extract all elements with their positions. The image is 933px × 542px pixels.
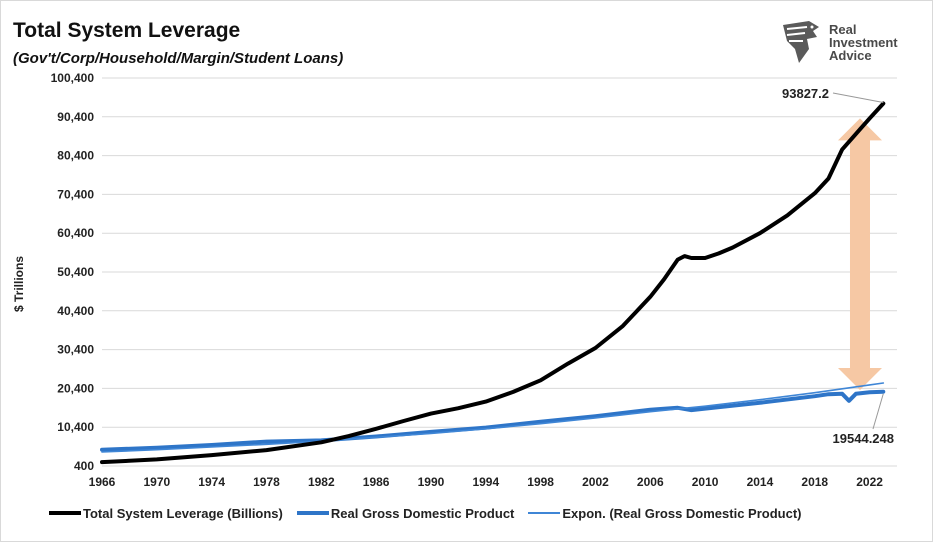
y-axis-label: $ Trillions <box>12 256 26 312</box>
y-tick-label: 10,400 <box>57 420 94 434</box>
legend-item-trend: Expon. (Real Gross Domestic Product) <box>528 506 801 521</box>
y-tick-label: 100,400 <box>51 71 95 85</box>
legend-swatch-leverage <box>49 511 81 515</box>
x-tick-label: 1986 <box>363 475 390 489</box>
y-tick-label: 60,400 <box>57 226 94 240</box>
legend-label-gdp: Real Gross Domestic Product <box>330 505 515 521</box>
x-tick-label: 1990 <box>418 475 445 489</box>
legend-item-gdp: Real Gross Domestic Product <box>296 505 515 521</box>
chart-title: Total System Leverage <box>13 19 241 42</box>
x-tick-label: 1970 <box>143 475 170 489</box>
x-tick-label: 1966 <box>89 475 116 489</box>
series-line-total-system-leverage <box>100 101 886 465</box>
legend-label-leverage: Total System Leverage (Billions) <box>83 505 283 521</box>
y-tick-label: 50,400 <box>57 265 94 279</box>
gdp-label-leader <box>872 393 884 430</box>
eagle-head-icon <box>783 21 819 63</box>
x-tick-label: 1978 <box>253 475 280 489</box>
legend-swatch-trend <box>528 512 561 514</box>
gdp-end-value-label: 19544.248 <box>833 431 894 446</box>
legend-item-leverage: Total System Leverage (Billions) <box>49 506 283 521</box>
x-tick-label: 2010 <box>692 475 719 489</box>
x-tick-label: 2022 <box>856 475 883 489</box>
x-tick-label: 1982 <box>308 475 335 489</box>
y-tick-label: 400 <box>74 459 94 473</box>
legend: Total System Leverage (Billions) Real Gr… <box>49 504 801 522</box>
x-tick-label: 2006 <box>637 475 664 489</box>
series-line-gdp-exponential-trend <box>101 382 885 453</box>
leverage-label-leader <box>832 92 884 103</box>
gap-double-arrow <box>837 118 882 390</box>
logo-line-1: Real <box>829 22 857 37</box>
legend-label-trend: Expon. (Real Gross Domestic Product) <box>562 505 802 521</box>
x-tick-label: 2018 <box>801 475 828 489</box>
logo: Real Investment Advice <box>779 19 919 69</box>
x-tick-label: 2014 <box>747 475 774 489</box>
leverage-end-value-label: 93827.2 <box>782 86 829 101</box>
x-tick-label: 1994 <box>472 475 499 489</box>
y-tick-label: 30,400 <box>57 343 94 357</box>
series-line-real-gdp <box>100 389 886 452</box>
x-tick-label: 1998 <box>527 475 554 489</box>
x-tick-label: 1974 <box>198 475 225 489</box>
chart-plot: 100,400 90,400 80,400 70,400 60,400 50,400 40,… <box>12 71 897 489</box>
y-tick-label: 70,400 <box>57 187 94 201</box>
chart-subtitle: (Gov't/Corp/Household/Margin/Student Loa… <box>13 50 344 67</box>
y-tick-label: 40,400 <box>57 304 94 318</box>
logo-line-3: Advice <box>829 48 872 63</box>
y-tick-label: 20,400 <box>57 381 94 395</box>
legend-swatch-gdp <box>296 511 329 515</box>
logo-text: Real Investment Advice <box>829 23 898 62</box>
logo-line-2: Investment <box>829 35 898 50</box>
y-tick-label: 90,400 <box>57 110 94 124</box>
x-tick-label: 2002 <box>582 475 609 489</box>
y-tick-label: 80,400 <box>57 149 94 163</box>
